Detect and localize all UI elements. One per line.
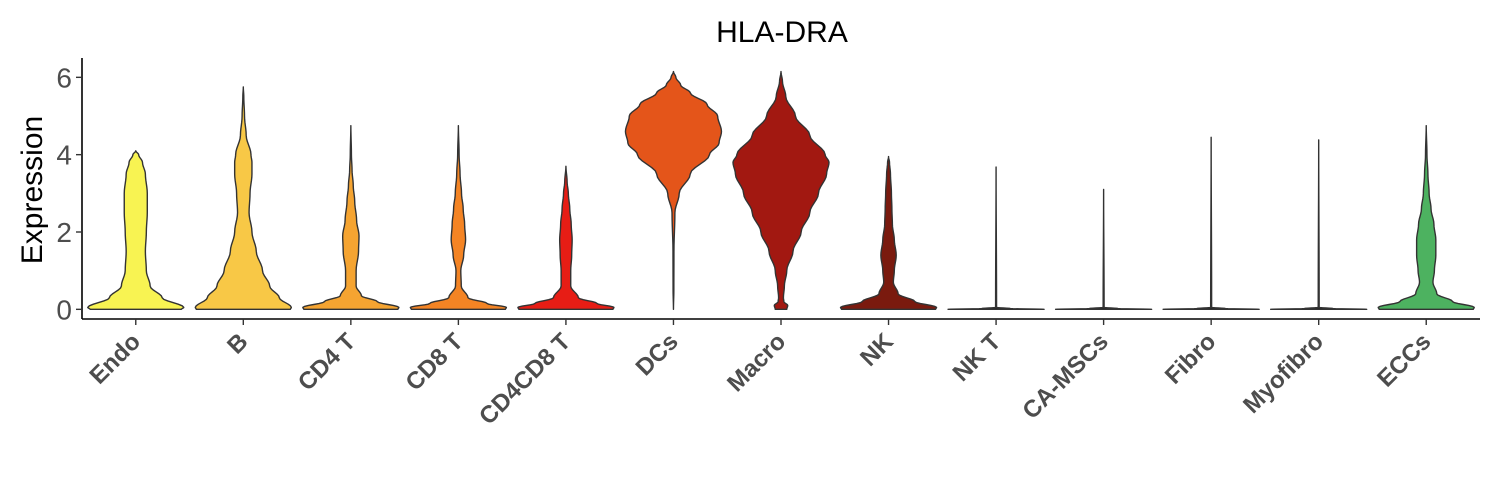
x-tick-label: Fibro xyxy=(1160,328,1222,390)
y-axis-label: Expression xyxy=(16,116,49,264)
x-tick-label: ECCs xyxy=(1372,328,1436,392)
chart-title: HLA-DRA xyxy=(716,16,848,49)
violin-endo xyxy=(87,150,185,311)
x-tick-label: Macro xyxy=(722,328,791,397)
x-ticks: Endo B CD4 T CD8 T CD4CD8 T DCs Macro NK NK T CA-… xyxy=(84,319,1436,430)
x-tick-label: CD4CD8 T xyxy=(474,328,576,430)
violin-nk-t xyxy=(947,166,1045,311)
violin-layer xyxy=(87,70,1475,311)
violin-cd8-t xyxy=(409,124,508,311)
y-tick-label: 0 xyxy=(56,294,72,325)
x-tick-label: NK T xyxy=(948,328,1007,387)
violin-macro xyxy=(732,70,830,311)
x-tick-label: NK xyxy=(855,328,899,372)
x-tick-label: CD4 T xyxy=(293,328,361,396)
violin-eccs xyxy=(1377,124,1475,311)
violin-b xyxy=(194,86,293,311)
y-tick-label: 4 xyxy=(56,140,72,171)
y-ticks: 0 2 4 6 xyxy=(56,62,82,325)
violin-nk xyxy=(839,155,938,311)
violin-myofibro xyxy=(1269,139,1368,311)
violin-dcs xyxy=(624,70,723,311)
x-tick-label: CD8 T xyxy=(401,328,469,396)
violin-cd4-t xyxy=(302,124,400,311)
x-tick-label: Endo xyxy=(84,328,146,390)
violin-cd4cd8-t xyxy=(517,165,615,311)
x-tick-label: Myofibro xyxy=(1238,328,1329,419)
x-tick-label: B xyxy=(222,328,253,359)
x-tick-label: CA-MSCs xyxy=(1017,328,1113,424)
y-tick-label: 2 xyxy=(56,217,72,248)
violin-fibro xyxy=(1162,136,1260,311)
x-tick-label: DCs xyxy=(631,328,684,381)
y-tick-label: 6 xyxy=(56,62,72,93)
violin-ca-mscs xyxy=(1054,188,1153,311)
